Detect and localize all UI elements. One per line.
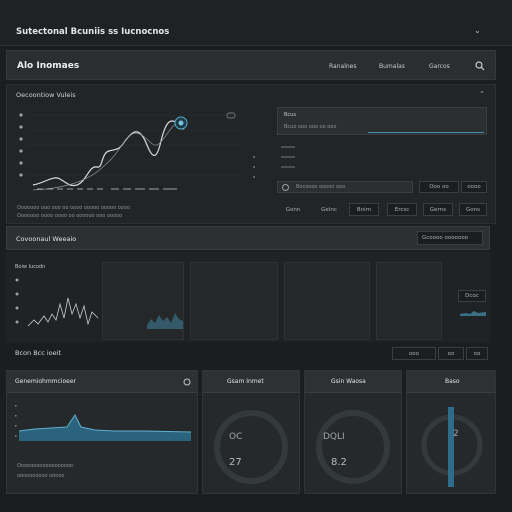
section-overview: Oecoontiow Vuleis ⌃ Ooooooo ooo ooo oo o… <box>6 84 496 224</box>
right-panel-sub: Bcuo ooo ooo oo ooo <box>284 124 337 130</box>
tab-2[interactable]: Gelnc <box>315 203 343 216</box>
card-3-title: Gsin Waosa <box>331 378 366 385</box>
tab-1-label: Gonn <box>285 206 301 213</box>
section-2-side-spark <box>460 311 486 316</box>
app-title: Alo Inomaes <box>17 61 80 71</box>
right-panel-progress <box>368 132 484 133</box>
card-3-dial <box>316 410 390 484</box>
chart-footer-line-1: Ooooooo ooo ooo oo oooo ooooo ooooo oooo <box>17 205 130 211</box>
window-title: Sutectonal Bcuniis ss Iucnocnos <box>16 27 170 37</box>
card-4: Baso 2 <box>406 370 496 494</box>
section-2-left-label: Boiw Iucodn <box>15 264 46 270</box>
section-overview-title: Oecoontiow Vuleis <box>16 91 76 99</box>
card-4-dial <box>421 407 483 487</box>
gauge-icon[interactable] <box>183 378 191 386</box>
card-2-title: Gsam Inmet <box>227 378 264 385</box>
card-1-area-chart <box>15 405 191 441</box>
card-3: Gsin Waosa DQLI 8.2 <box>304 370 402 494</box>
mini-panel-1 <box>102 262 184 340</box>
section-2-body: Boiw Iucodn Dcoc <box>6 252 490 342</box>
tab-6-label: Gons <box>466 206 480 213</box>
card-4-header: Baso <box>407 371 495 393</box>
section-3-control-2-label: oo <box>447 350 455 357</box>
card-1-title: Genemiohmmcioeer <box>15 378 76 385</box>
tab-3[interactable]: Bnim <box>349 203 379 216</box>
right-panel-button-2[interactable]: oooo <box>461 181 487 193</box>
side-dots <box>253 156 255 178</box>
app-header: Alo Inomaes Ranalnes Bumalas Garcos <box>6 50 496 80</box>
search-icon[interactable] <box>475 61 485 71</box>
card-1: Genemiohmmcioeer Oooooooooooooooooo oooo… <box>6 370 198 494</box>
tab-5-label: Gerns <box>429 206 447 213</box>
section-3-control-3[interactable]: oo <box>466 347 488 360</box>
chart-footer-line-2: Ooooooo oooo oooo oo oooooo ooo ooooo <box>17 213 123 219</box>
right-panel-row-icon <box>282 184 289 191</box>
card-2-center-bottom: 27 <box>229 457 242 468</box>
mini-line-chart <box>15 278 99 327</box>
right-panel-row[interactable]: Bocoooo ooooo ooo <box>277 181 413 193</box>
card-4-center-top: 2 <box>453 429 459 439</box>
section-collapse-icon[interactable]: ⌃ <box>479 90 485 98</box>
section-3-header: Bcon Bcc ioeit ooo oo oo <box>6 344 490 364</box>
section-2-title: Covoonaul Weeaio <box>16 235 77 243</box>
right-panel-row-label: Bocoooo ooooo ooo <box>296 184 346 190</box>
card-1-header: Genemiohmmcioeer <box>7 371 197 393</box>
card-2-dial <box>214 410 288 484</box>
nav-item-2[interactable]: Bumalas <box>379 63 405 70</box>
tab-3-label: Bnim <box>356 206 372 213</box>
section-3-title: Bcon Bcc ioeit <box>15 349 62 357</box>
right-panel-button-2-label: oooo <box>467 184 481 190</box>
section-2-header: Covoonaul Weeaio Gcoooo ooooooo <box>6 226 490 250</box>
section-2-side-button[interactable]: Dcoc <box>458 290 486 302</box>
card-3-header: Gsin Waosa <box>305 371 401 393</box>
card-2: Gsam Inmet OC 27 <box>202 370 300 494</box>
tab-1[interactable]: Gonn <box>279 203 307 216</box>
mini-panel-3 <box>284 262 370 340</box>
right-info-panel: Bcus Bcuo ooo ooo oo ooo <box>277 107 487 135</box>
mini-panel-2 <box>190 262 278 340</box>
right-panel-button-1-label: Ooo oo <box>429 184 449 190</box>
tab-6[interactable]: Gons <box>459 203 487 216</box>
section-2-dropdown-label: Gcoooo ooooooo <box>422 235 469 241</box>
card-1-footer-1: Oooooooooooooooooo <box>17 463 73 469</box>
section-2-side-value: Dcoc <box>465 293 479 299</box>
section-3-control-3-label: oo <box>473 350 481 357</box>
nav-item-3[interactable]: Garcos <box>429 63 450 70</box>
section-2-dropdown[interactable]: Gcoooo ooooooo <box>417 231 483 245</box>
tab-4-label: Ercsc <box>394 206 410 213</box>
window-menu-icon[interactable]: ⌄ <box>474 26 481 35</box>
window-titlebar: Sutectonal Bcuniis ss Iucnocnos ⌄ <box>0 0 512 46</box>
card-2-center-top: OC <box>229 432 243 442</box>
mini-panel-4 <box>376 262 442 340</box>
right-panel-button-1[interactable]: Ooo oo <box>419 181 459 193</box>
overview-line-chart <box>19 112 240 191</box>
card-2-header: Gsam Inmet <box>203 371 299 393</box>
card-3-center-top: DQLI <box>323 432 345 442</box>
card-4-title: Baso <box>445 378 460 385</box>
section-3-control-1-label: ooo <box>408 350 420 357</box>
tab-5[interactable]: Gerns <box>423 203 453 216</box>
card-1-footer-2: oooooooooo ooooo <box>17 473 65 479</box>
mini-panel-1-chart <box>147 313 183 329</box>
right-panel-lines <box>281 146 295 168</box>
tab-4[interactable]: Ercsc <box>387 203 417 216</box>
section-3-control-2[interactable]: oo <box>438 347 464 360</box>
section-3-control-1[interactable]: ooo <box>392 347 436 360</box>
right-panel-title: Bcus <box>284 112 296 118</box>
nav-item-1[interactable]: Ranalnes <box>329 63 357 70</box>
tab-2-label: Gelnc <box>321 206 337 213</box>
card-3-center-bottom: 8.2 <box>331 457 347 468</box>
